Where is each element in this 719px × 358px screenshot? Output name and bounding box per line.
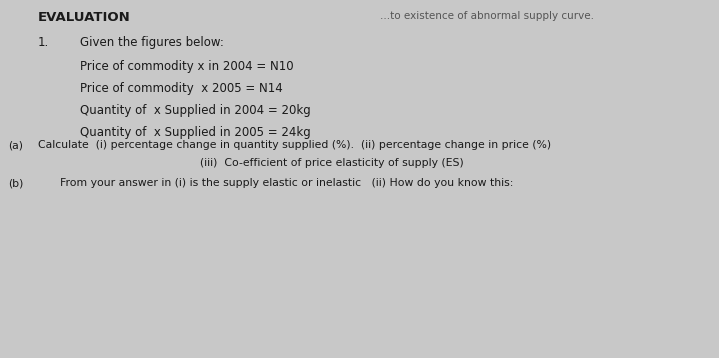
Text: Price of commodity  x 2005 = N14: Price of commodity x 2005 = N14: [80, 82, 283, 95]
Text: Given the figures below:: Given the figures below:: [80, 36, 224, 49]
Text: (b): (b): [8, 178, 24, 188]
Text: 1.: 1.: [38, 36, 49, 49]
Text: Calculate  (i) percentage change in quantity supplied (%).  (ii) percentage chan: Calculate (i) percentage change in quant…: [38, 140, 551, 150]
Text: (iii)  Co-efficient of price elasticity of supply (ES): (iii) Co-efficient of price elasticity o…: [200, 158, 464, 168]
Text: ...to existence of abnormal supply curve.: ...to existence of abnormal supply curve…: [380, 11, 594, 21]
Text: Quantity of  x Supplied in 2005 = 24kg: Quantity of x Supplied in 2005 = 24kg: [80, 126, 311, 139]
Text: (a): (a): [8, 140, 23, 150]
Text: Quantity of  x Supplied in 2004 = 20kg: Quantity of x Supplied in 2004 = 20kg: [80, 104, 311, 117]
Text: From your answer in (i) is the supply elastic or inelastic   (ii) How do you kno: From your answer in (i) is the supply el…: [60, 178, 513, 188]
Text: Price of commodity x in 2004 = N10: Price of commodity x in 2004 = N10: [80, 60, 293, 73]
Text: EVALUATION: EVALUATION: [38, 11, 131, 24]
